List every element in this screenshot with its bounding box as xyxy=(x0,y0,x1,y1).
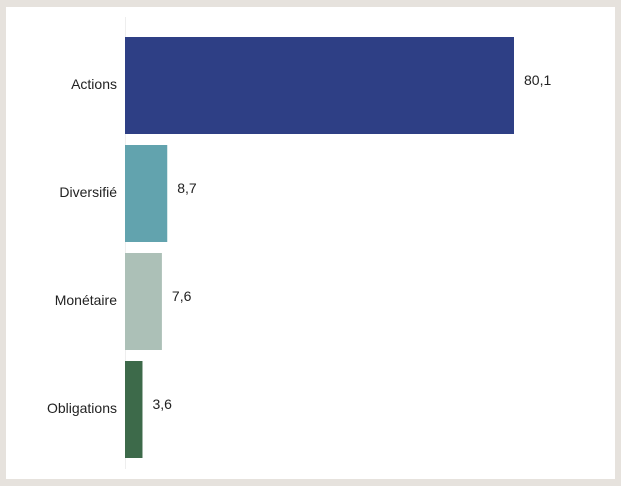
bar-1 xyxy=(125,145,168,242)
category-label-2: Monétaire xyxy=(55,292,117,308)
bar-0 xyxy=(125,37,514,134)
value-label-2: 7,6 xyxy=(172,288,192,304)
chart-panel: Actions 80,1 Diversifié 8,7 Monétaire 7,6 Obli… xyxy=(6,7,615,479)
value-label-0: 80,1 xyxy=(524,72,551,88)
value-label-1: 8,7 xyxy=(177,180,197,196)
bars-layer: Actions 80,1 Diversifié 8,7 Monétaire 7,6 Obli… xyxy=(47,37,551,458)
bar-2 xyxy=(125,253,162,350)
category-label-1: Diversifié xyxy=(59,184,117,200)
category-label-3: Obligations xyxy=(47,400,117,416)
category-label-0: Actions xyxy=(71,76,117,92)
bar-3 xyxy=(125,361,143,458)
bar-chart: Actions 80,1 Diversifié 8,7 Monétaire 7,6 Obli… xyxy=(47,17,551,469)
value-label-3: 3,6 xyxy=(152,396,172,412)
